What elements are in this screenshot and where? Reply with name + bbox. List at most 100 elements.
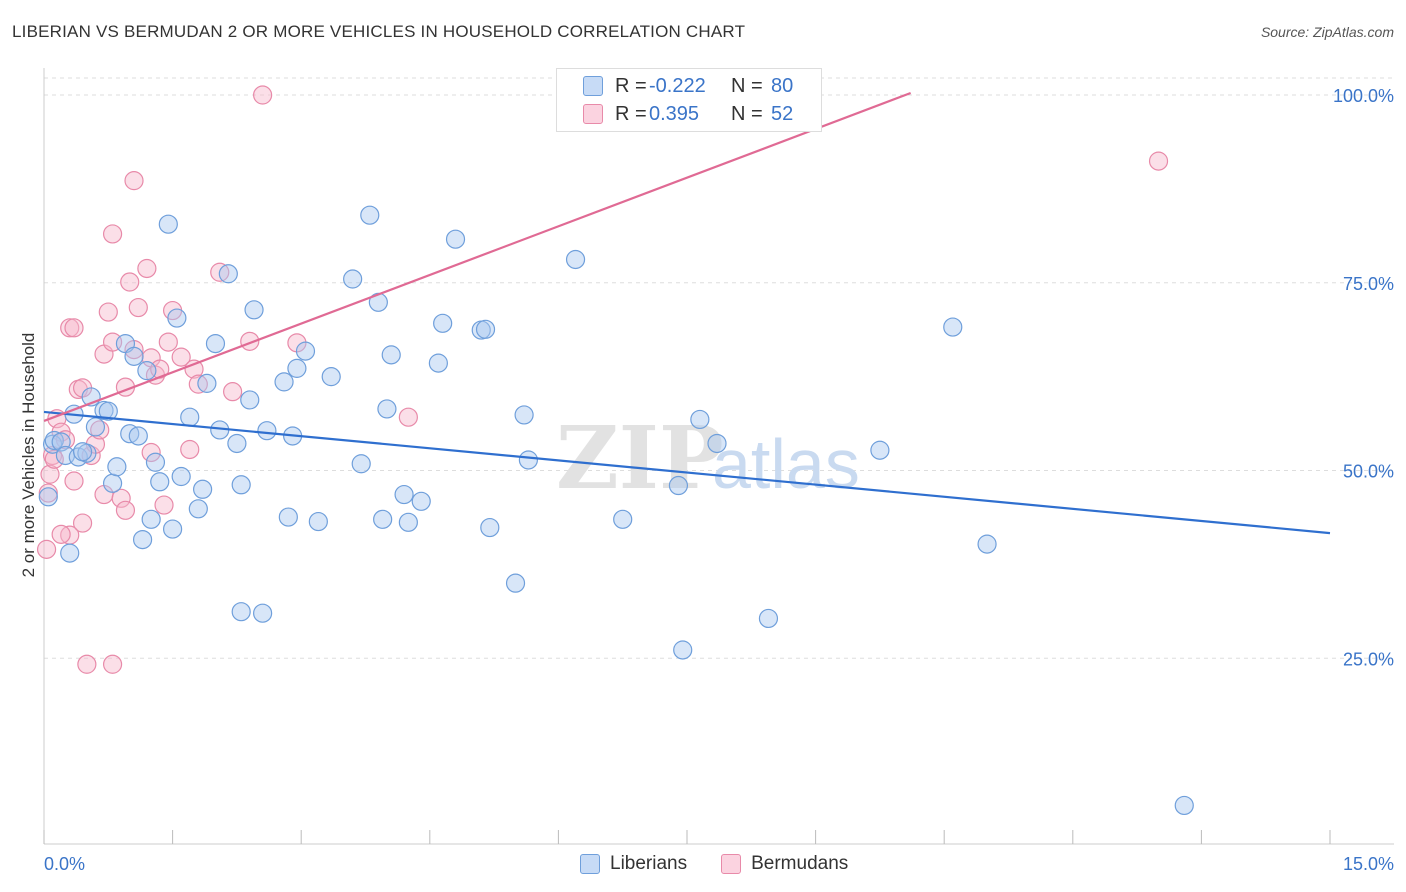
- liberians-point: [253, 603, 273, 623]
- legend-row-bermudans: R = 0.395 N = 52: [583, 101, 793, 127]
- liberians-point: [197, 373, 217, 393]
- liberians-point: [514, 405, 534, 425]
- bermudans-point: [40, 464, 60, 484]
- liberians-point: [351, 454, 371, 474]
- y-tick-label: 100.0%: [1333, 86, 1394, 106]
- liberians-point: [505, 573, 526, 593]
- liberians-point: [227, 433, 247, 454]
- bermudans-point: [77, 654, 97, 674]
- liberians-point: [167, 308, 187, 328]
- legend-label: Bermudans: [751, 853, 849, 874]
- liberians-point: [180, 407, 200, 427]
- bermudans-point: [102, 654, 123, 674]
- liberians-point: [145, 452, 166, 472]
- bermudans-point: [51, 524, 71, 544]
- liberians-point: [977, 534, 997, 554]
- liberians-point: [72, 442, 93, 462]
- liberians-point: [278, 507, 298, 527]
- liberians-swatch: [583, 76, 603, 96]
- series-legend: Liberians Bermudans: [580, 852, 882, 876]
- liberians-point: [308, 511, 328, 532]
- liberians-point: [163, 519, 183, 539]
- liberians-point: [171, 466, 191, 487]
- tick-labels: 25.0% 50.0% 75.0% 100.0% 0.0% 15.0%: [44, 86, 1394, 874]
- bermudans-point: [120, 272, 140, 292]
- bermudans-point: [398, 407, 418, 427]
- x-tick-label: 15.0%: [1343, 854, 1394, 874]
- liberians-point: [107, 457, 127, 477]
- legend-label: Liberians: [610, 853, 688, 874]
- bermudans-point: [115, 500, 136, 520]
- n-value: 80: [771, 74, 794, 97]
- source-label: Source: ZipAtlas.com: [1260, 24, 1394, 40]
- liberians-point: [85, 417, 106, 437]
- liberians-point: [1174, 795, 1194, 816]
- liberians-point: [231, 602, 251, 622]
- bermudans-point: [36, 539, 57, 559]
- liberians-points: [38, 205, 1194, 816]
- liberians-point: [668, 475, 689, 496]
- bermudans-point: [154, 495, 174, 515]
- liberians-point: [475, 319, 496, 339]
- trend-lines: [43, 91, 1331, 535]
- bermudans-point: [253, 85, 273, 105]
- bermudans-point: [171, 347, 191, 367]
- liberians-point: [295, 341, 316, 361]
- liberians-point: [257, 421, 277, 441]
- liberians-point: [274, 372, 294, 392]
- liberians-point: [102, 473, 123, 493]
- liberians-point: [150, 472, 170, 492]
- liberians-trend-line: [43, 410, 1331, 535]
- bermudans-point: [102, 224, 123, 244]
- watermark-atlas: atlas: [712, 425, 860, 503]
- bermudans-point: [124, 171, 144, 191]
- bermudans-point: [111, 488, 131, 508]
- liberians-point: [287, 358, 307, 378]
- liberians-point: [758, 608, 779, 629]
- bermudans-point: [223, 382, 243, 402]
- liberians-point: [44, 430, 64, 451]
- liberians-point: [360, 205, 380, 225]
- legend-item-liberians: Liberians: [580, 853, 687, 875]
- liberians-point: [141, 509, 161, 529]
- bermudans-point: [98, 302, 118, 322]
- y-tick-label: 75.0%: [1343, 274, 1394, 294]
- liberians-point: [132, 529, 153, 550]
- watermark: ZIP atlas: [556, 408, 860, 509]
- liberians-point: [518, 450, 538, 470]
- liberians-point: [394, 484, 414, 505]
- liberians-point: [321, 367, 341, 387]
- liberians-point: [137, 361, 157, 381]
- bermudans-swatch: [721, 854, 742, 874]
- bermudans-point: [141, 442, 161, 463]
- bermudans-point: [44, 449, 64, 469]
- liberians-point: [445, 229, 466, 249]
- liberians-point: [411, 491, 431, 511]
- liberians-point: [870, 440, 890, 460]
- n-value: 52: [771, 102, 794, 125]
- liberians-point: [38, 487, 58, 507]
- bermudans-trend-line: [43, 91, 912, 422]
- bermudans-point: [158, 332, 178, 352]
- liberians-point: [707, 433, 727, 454]
- liberians-point: [124, 346, 144, 366]
- y-axis-label: 2 or more Vehicles in Household: [19, 333, 38, 578]
- r-label: R =: [615, 102, 647, 125]
- liberians-point: [193, 479, 213, 499]
- liberians-point: [240, 390, 260, 410]
- liberians-point: [373, 509, 393, 529]
- liberians-point: [98, 401, 118, 421]
- correlation-legend: R = -0.222 N = 80 R = 0.395 N = 52: [556, 68, 822, 132]
- liberians-point: [381, 345, 401, 365]
- liberians-point: [377, 399, 397, 419]
- bermudans-point: [128, 297, 148, 318]
- liberians-point: [218, 264, 238, 284]
- liberians-point: [205, 333, 226, 354]
- y-tick-label: 50.0%: [1343, 462, 1394, 482]
- x-tick-label: 0.0%: [44, 854, 85, 874]
- bermudans-swatch: [583, 104, 603, 124]
- n-label: N =: [731, 74, 763, 97]
- legend-row-liberians: R = -0.222 N = 80: [583, 73, 793, 99]
- liberians-point: [158, 214, 178, 234]
